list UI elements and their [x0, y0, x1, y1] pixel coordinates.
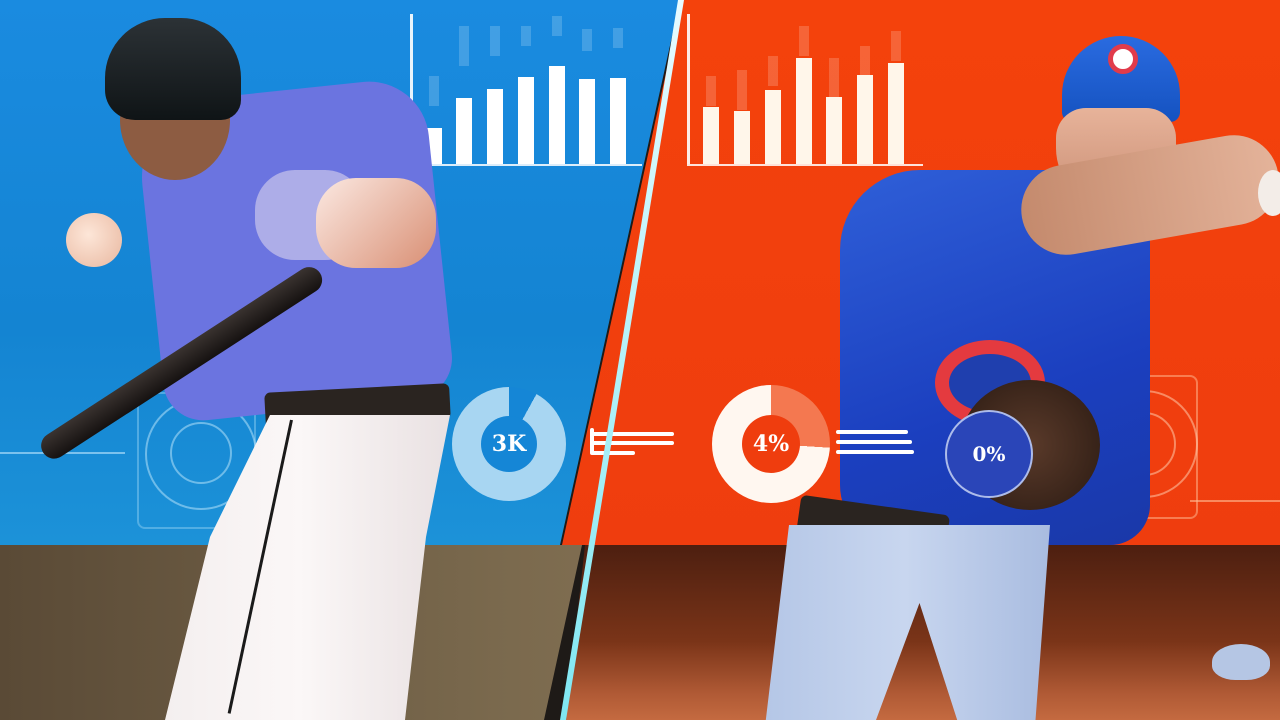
- cap-logo-icon: [1108, 44, 1138, 74]
- chart-bar: [549, 66, 565, 164]
- batting-helmet: [105, 18, 241, 120]
- chart-bar: [888, 63, 904, 164]
- left-donut-chart: 3K: [452, 387, 566, 501]
- left-bar-chart: [410, 14, 642, 166]
- rosin-bag: [1212, 644, 1270, 680]
- right-bar-chart: [687, 14, 923, 166]
- left-hud-target-inner-icon: [170, 422, 232, 484]
- chart-x-axis: [687, 164, 923, 166]
- chart-y-axis: [687, 14, 690, 164]
- right-donut-chart: 4%: [712, 385, 830, 503]
- chart-bar: [610, 78, 626, 164]
- chart-y-axis: [410, 14, 413, 164]
- chart-bar: [487, 89, 503, 164]
- left-donut-label: 3K: [481, 416, 537, 472]
- chart-bar: [826, 97, 842, 164]
- chart-bar: [765, 90, 781, 164]
- chart-bar: [579, 79, 595, 164]
- overlay-donut-chart: 0%: [945, 410, 1033, 498]
- overlay-donut-label: 0%: [972, 442, 1006, 466]
- right-donut-label: 4%: [742, 415, 800, 473]
- chart-bar: [456, 98, 472, 164]
- batting-gloves: [316, 178, 436, 268]
- list-lines-icon-right: [836, 430, 914, 458]
- chart-bar: [796, 58, 812, 164]
- chart-bar: [518, 77, 534, 164]
- baseball-icon: [66, 213, 122, 267]
- chart-bar: [734, 111, 750, 164]
- right-hud-line: [1190, 500, 1280, 502]
- pitched-baseball-icon: [1258, 170, 1280, 216]
- chart-bar: [703, 107, 719, 164]
- chart-x-axis: [410, 164, 642, 166]
- chart-bar: [857, 75, 873, 164]
- list-lines-icon: [590, 428, 676, 458]
